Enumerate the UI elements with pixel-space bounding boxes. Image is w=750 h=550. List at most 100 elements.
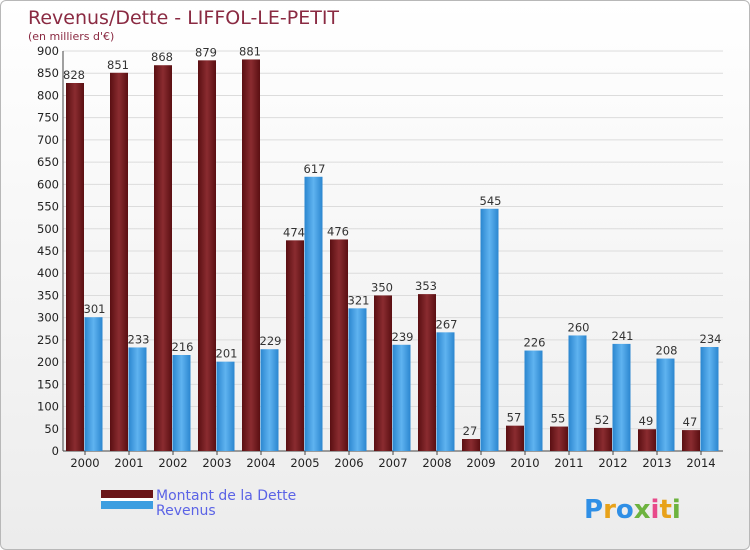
chart-title: Revenus/Dette - LIFFOL-LE-PETIT: [28, 7, 339, 29]
bar-revenus-2004: [260, 349, 279, 451]
bar-dette-2007: [374, 295, 392, 451]
y-tick-label: 100: [37, 400, 59, 414]
x-tick-label: 2010: [510, 456, 539, 470]
bar-revenus-2001: [128, 347, 147, 451]
y-tick-label: 250: [37, 333, 59, 347]
bar-dette-2003: [198, 60, 216, 451]
bar-revenus-2006: [348, 308, 367, 451]
y-tick-label: 550: [37, 200, 59, 214]
data-label-revenus-2013: 208: [656, 344, 678, 358]
y-tick-label: 450: [37, 244, 59, 258]
bar-dette-2008: [418, 294, 436, 451]
y-tick-label: 400: [37, 266, 59, 280]
data-label-dette-2000: 828: [63, 68, 85, 82]
x-tick-label: 2002: [158, 456, 187, 470]
legend-label-revenus: Revenus: [156, 503, 216, 519]
data-label-dette-2014: 47: [683, 415, 698, 429]
bar-revenus-2010: [524, 350, 543, 451]
data-label-revenus-2010: 226: [524, 336, 546, 350]
y-tick-label: 500: [37, 222, 59, 236]
bar-dette-2009: [462, 439, 480, 451]
x-tick-label: 2007: [378, 456, 407, 470]
y-axis: 0 50 100 150 200 250 300 350 400 450 500 550 600 650 7…: [37, 44, 59, 458]
bar-dette-2014: [682, 430, 700, 451]
bar-revenus-2005: [304, 176, 323, 451]
logo-letter: o: [616, 495, 634, 525]
data-label-revenus-2008: 267: [436, 317, 458, 331]
x-tick-label: 2005: [290, 456, 319, 470]
legend-swatch-revenus: [101, 501, 153, 509]
data-label-revenus-2002: 216: [172, 340, 194, 354]
data-label-dette-2009: 27: [463, 424, 478, 438]
x-tick-label: 2001: [114, 456, 143, 470]
x-tick-label: 2003: [202, 456, 231, 470]
legend-swatch-gap: [101, 498, 153, 501]
legend-swatch-dette: [101, 490, 153, 498]
x-tick-label: 2004: [246, 456, 275, 470]
bar-dette-2011: [550, 426, 568, 451]
logo-letter: i: [672, 495, 681, 525]
x-tick-label: 2000: [70, 456, 99, 470]
bar-dette-2002: [154, 65, 172, 451]
data-label-revenus-2011: 260: [568, 320, 590, 334]
bar-dette-2010: [506, 425, 524, 451]
chart-subtitle: (en milliers d'€): [28, 30, 114, 43]
x-tick-label: 2009: [466, 456, 495, 470]
bar-revenus-2000: [84, 317, 103, 451]
data-labels: 828 301 851 233 868 216 879 201 881 229 474 617 476 3…: [63, 44, 721, 438]
bar-revenus-2014: [700, 347, 719, 451]
data-label-revenus-2003: 201: [216, 347, 238, 361]
grid: [62, 50, 723, 452]
x-tick-label: 2008: [422, 456, 451, 470]
y-tick-label: 0: [52, 444, 59, 458]
data-label-dette-2005: 474: [283, 225, 305, 239]
bar-revenus-2008: [436, 332, 455, 451]
y-tick-label: 300: [37, 311, 59, 325]
data-label-revenus-2012: 241: [612, 329, 634, 343]
logo-letter: t: [659, 495, 671, 525]
bar-dette-2013: [638, 429, 656, 451]
bar-dette-2000: [66, 83, 84, 451]
data-label-revenus-2014: 234: [700, 332, 722, 346]
bar-revenus-2013: [656, 358, 675, 451]
x-tick-label: 2012: [598, 456, 627, 470]
x-axis: 2000 2001 2002 2003 2004 2005 2006 2007 2008 2009…: [70, 451, 716, 470]
legend-label-dette: Montant de la Dette: [156, 488, 296, 504]
data-label-dette-2008: 353: [415, 279, 437, 293]
data-label-dette-2012: 52: [595, 413, 610, 427]
data-label-revenus-2004: 229: [260, 334, 282, 348]
y-tick-label: 850: [37, 66, 59, 80]
data-label-dette-2007: 350: [371, 280, 393, 294]
data-label-revenus-2007: 239: [392, 330, 414, 344]
x-tick-label: 2006: [334, 456, 363, 470]
data-label-dette-2006: 476: [327, 224, 349, 238]
data-label-dette-2003: 879: [195, 45, 217, 59]
y-tick-label: 650: [37, 155, 59, 169]
data-label-revenus-2000: 301: [84, 302, 106, 316]
bar-revenus-2009: [480, 208, 499, 451]
y-tick-label: 350: [37, 288, 59, 302]
bar-revenus-2003: [216, 361, 235, 451]
logo-letter: i: [651, 495, 660, 525]
y-tick-label: 200: [37, 355, 59, 369]
bar-dette-2005: [286, 240, 304, 451]
bar-dette-2012: [594, 427, 612, 451]
data-label-dette-2001: 851: [107, 58, 129, 72]
y-tick-label: 750: [37, 111, 59, 125]
y-tick-label: 600: [37, 177, 59, 191]
data-label-dette-2013: 49: [639, 414, 654, 428]
bar-dette-2004: [242, 59, 260, 451]
x-tick-label: 2013: [642, 456, 671, 470]
data-label-revenus-2009: 545: [480, 194, 502, 208]
bar-dette-2001: [110, 72, 128, 452]
data-label-revenus-2005: 617: [304, 162, 326, 176]
bar-revenus-2012: [612, 343, 631, 451]
logo-letter: P: [584, 495, 603, 525]
y-tick-label: 900: [37, 44, 59, 58]
data-label-dette-2011: 55: [551, 412, 566, 426]
data-label-dette-2002: 868: [151, 50, 173, 64]
data-label-revenus-2006: 321: [348, 293, 370, 307]
bar-revenus-2007: [392, 344, 411, 451]
